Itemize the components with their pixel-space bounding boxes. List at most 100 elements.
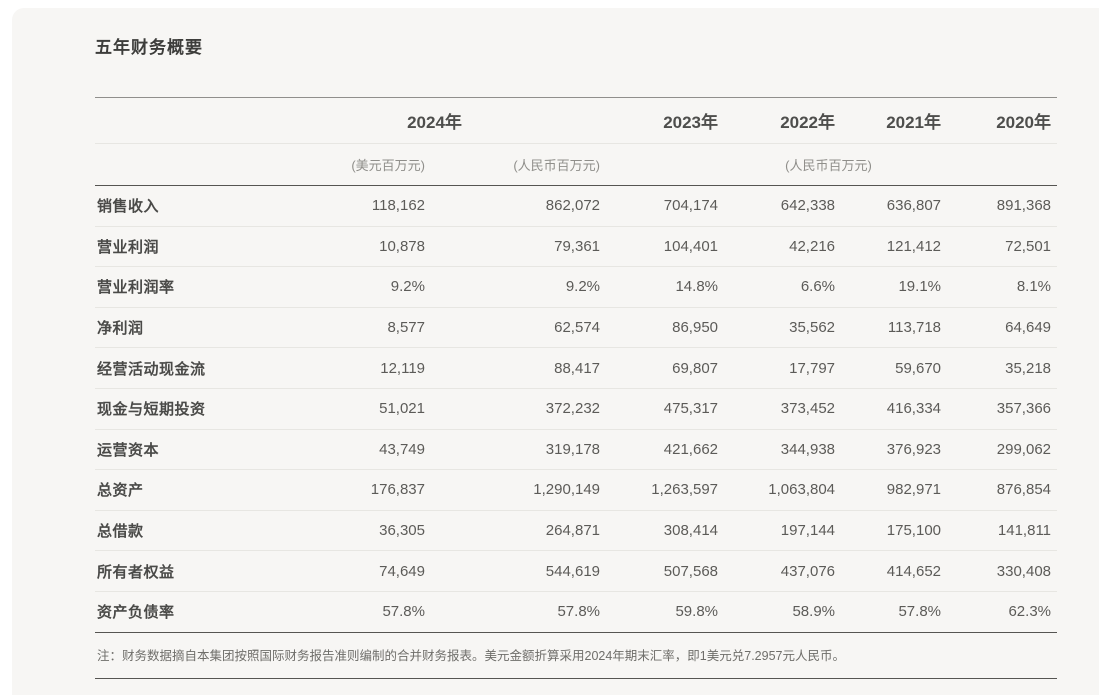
- cell-value: 59.8%: [600, 591, 719, 633]
- table-row: 销售收入 118,162 862,072 704,174 642,338 636…: [95, 185, 1058, 227]
- cell-value: 862,072: [425, 185, 601, 227]
- page-title: 五年财务概要: [95, 38, 203, 57]
- row-label: 营业利润: [95, 226, 245, 268]
- cell-value: 86,950: [600, 307, 719, 349]
- year-header-row: 2024年 2023年 2022年 2021年 2020年: [95, 97, 1058, 144]
- cell-value: 42,216: [718, 226, 836, 268]
- year-header-2022: 2022年: [718, 97, 836, 144]
- row-label: 总资产: [95, 469, 245, 511]
- cell-value: 62.3%: [941, 591, 1058, 633]
- cell-value: 141,811: [941, 510, 1058, 552]
- cell-value: 79,361: [425, 226, 601, 268]
- cell-value: 507,568: [600, 550, 719, 592]
- report-panel: 五年财务概要 2024年 2023年 2022年 2021年 2020年 (美元…: [12, 8, 1099, 695]
- report-content: 五年财务概要 2024年 2023年 2022年 2021年 2020年 (美元…: [12, 8, 1058, 679]
- cell-value: 8,577: [245, 307, 425, 349]
- table-row: 经营活动现金流 12,119 88,417 69,807 17,797 59,6…: [95, 347, 1058, 389]
- table-row: 资产负债率 57.8% 57.8% 59.8% 58.9% 57.8% 62.3…: [95, 591, 1058, 633]
- cell-value: 74,649: [245, 550, 425, 592]
- cell-value: 175,100: [835, 510, 942, 552]
- cell-value: 421,662: [600, 429, 719, 471]
- cell-value: 197,144: [718, 510, 836, 552]
- cell-value: 344,938: [718, 429, 836, 471]
- unit-header-rmb-2024: (人民币百万元): [425, 143, 601, 186]
- cell-value: 264,871: [425, 510, 601, 552]
- table-footnote: 注：财务数据摘自本集团按照国际财务报告准则编制的合并财务报表。美元金额折算采用2…: [95, 633, 1057, 679]
- cell-value: 6.6%: [718, 266, 836, 308]
- cell-value: 704,174: [600, 185, 719, 227]
- cell-value: 475,317: [600, 388, 719, 430]
- cell-value: 876,854: [941, 469, 1058, 511]
- cell-value: 642,338: [718, 185, 836, 227]
- table-row: 营业利润率 9.2% 9.2% 14.8% 6.6% 19.1% 8.1%: [95, 266, 1058, 308]
- cell-value: 35,562: [718, 307, 836, 349]
- year-header-2024: 2024年: [245, 97, 601, 144]
- table-row: 净利润 8,577 62,574 86,950 35,562 113,718 6…: [95, 307, 1058, 349]
- row-label: 现金与短期投资: [95, 388, 245, 430]
- financial-summary-table: 2024年 2023年 2022年 2021年 2020年 (美元百万元) (人…: [95, 97, 1058, 633]
- cell-value: 121,412: [835, 226, 942, 268]
- cell-value: 1,290,149: [425, 469, 601, 511]
- cell-value: 1,063,804: [718, 469, 836, 511]
- cell-value: 10,878: [245, 226, 425, 268]
- cell-value: 12,119: [245, 347, 425, 389]
- cell-value: 51,021: [245, 388, 425, 430]
- cell-value: 376,923: [835, 429, 942, 471]
- row-label: 所有者权益: [95, 550, 245, 592]
- cell-value: 299,062: [941, 429, 1058, 471]
- cell-value: 357,366: [941, 388, 1058, 430]
- cell-value: 58.9%: [718, 591, 836, 633]
- cell-value: 57.8%: [245, 591, 425, 633]
- row-label: 总借款: [95, 510, 245, 552]
- cell-value: 57.8%: [835, 591, 942, 633]
- cell-value: 544,619: [425, 550, 601, 592]
- cell-value: 88,417: [425, 347, 601, 389]
- cell-value: 372,232: [425, 388, 601, 430]
- table-row: 运营资本 43,749 319,178 421,662 344,938 376,…: [95, 429, 1058, 471]
- cell-value: 416,334: [835, 388, 942, 430]
- row-label: 资产负债率: [95, 591, 245, 633]
- table-row: 总借款 36,305 264,871 308,414 197,144 175,1…: [95, 510, 1058, 552]
- header-spacer: [95, 97, 245, 144]
- header-spacer: [95, 143, 245, 186]
- table-row: 营业利润 10,878 79,361 104,401 42,216 121,41…: [95, 226, 1058, 268]
- cell-value: 176,837: [245, 469, 425, 511]
- cell-value: 9.2%: [245, 266, 425, 308]
- cell-value: 36,305: [245, 510, 425, 552]
- cell-value: 17,797: [718, 347, 836, 389]
- cell-value: 982,971: [835, 469, 942, 511]
- cell-value: 64,649: [941, 307, 1058, 349]
- cell-value: 72,501: [941, 226, 1058, 268]
- year-header-2020: 2020年: [941, 97, 1058, 144]
- cell-value: 62,574: [425, 307, 601, 349]
- row-label: 营业利润率: [95, 266, 245, 308]
- unit-header-row: (美元百万元) (人民币百万元) (人民币百万元): [95, 143, 1058, 186]
- unit-header-usd-2024: (美元百万元): [245, 143, 425, 186]
- row-label: 运营资本: [95, 429, 245, 471]
- cell-value: 1,263,597: [600, 469, 719, 511]
- row-label: 经营活动现金流: [95, 347, 245, 389]
- cell-value: 104,401: [600, 226, 719, 268]
- cell-value: 414,652: [835, 550, 942, 592]
- table-row: 现金与短期投资 51,021 372,232 475,317 373,452 4…: [95, 388, 1058, 430]
- cell-value: 437,076: [718, 550, 836, 592]
- table-row: 总资产 176,837 1,290,149 1,263,597 1,063,80…: [95, 469, 1058, 511]
- row-label: 净利润: [95, 307, 245, 349]
- cell-value: 118,162: [245, 185, 425, 227]
- table-row: 所有者权益 74,649 544,619 507,568 437,076 414…: [95, 550, 1058, 592]
- year-header-2023: 2023年: [600, 97, 719, 144]
- cell-value: 319,178: [425, 429, 601, 471]
- year-header-2021: 2021年: [835, 97, 942, 144]
- cell-value: 35,218: [941, 347, 1058, 389]
- cell-value: 57.8%: [425, 591, 601, 633]
- row-label: 销售收入: [95, 185, 245, 227]
- cell-value: 373,452: [718, 388, 836, 430]
- cell-value: 19.1%: [835, 266, 942, 308]
- cell-value: 43,749: [245, 429, 425, 471]
- cell-value: 69,807: [600, 347, 719, 389]
- cell-value: 8.1%: [941, 266, 1058, 308]
- cell-value: 330,408: [941, 550, 1058, 592]
- cell-value: 59,670: [835, 347, 942, 389]
- cell-value: 9.2%: [425, 266, 601, 308]
- unit-header-rmb-prior: (人民币百万元): [600, 143, 1058, 186]
